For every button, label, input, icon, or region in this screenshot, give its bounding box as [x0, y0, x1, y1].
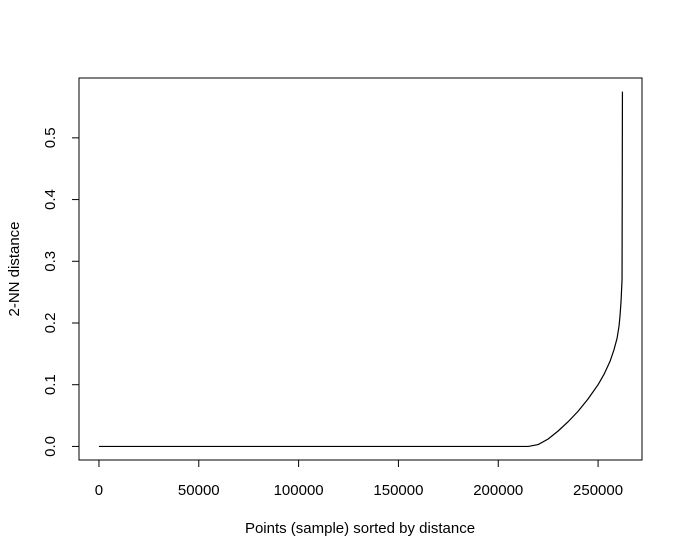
x-tick-label: 100000	[274, 482, 324, 499]
x-tick-label: 0	[95, 482, 103, 499]
y-tick-label: 0.4	[42, 189, 59, 210]
y-tick-label: 0.1	[42, 374, 59, 395]
x-axis: 0 50000 100000 150000 200000 250000	[95, 459, 623, 499]
y-tick-label: 0.5	[42, 127, 59, 148]
y-tick-label: 0.0	[42, 436, 59, 457]
plot-frame	[78, 77, 643, 461]
x-tick-label: 250000	[573, 482, 623, 499]
series-line	[98, 91, 624, 448]
x-tick-label: 50000	[178, 482, 220, 499]
x-tick-label: 150000	[373, 482, 423, 499]
y-axis-title: 2-NN distance	[6, 221, 23, 316]
y-axis: 0.0 0.1 0.2 0.3 0.4 0.5	[42, 127, 80, 457]
x-tick-label: 200000	[473, 482, 523, 499]
y-tick-label: 0.2	[42, 313, 59, 334]
y-tick-label: 0.3	[42, 251, 59, 272]
x-axis-title: Points (sample) sorted by distance	[245, 520, 475, 537]
